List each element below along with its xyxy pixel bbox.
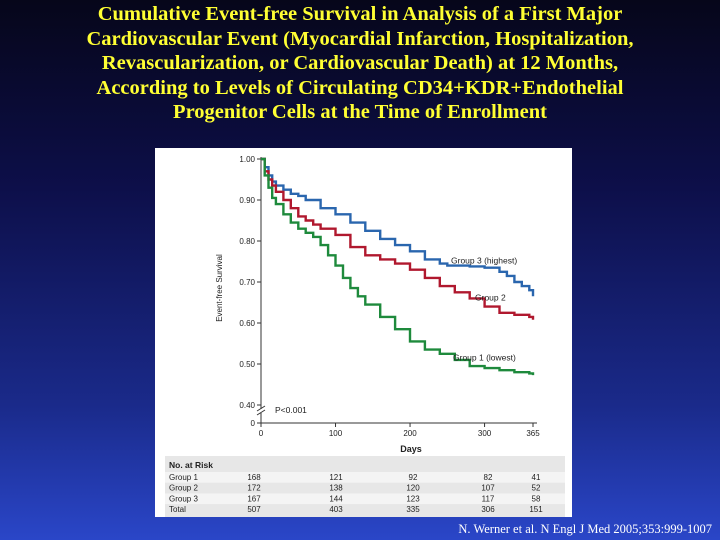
y-tick-label: 0.80 (239, 237, 255, 246)
x-tick-label: 0 (259, 429, 264, 438)
title-line: Revascularization, or Cardiovascular Dea… (101, 52, 619, 75)
title-line: Cumulative Event-free Survival in Analys… (97, 3, 623, 25)
curve-labels: Group 3 (highest) Group 2 Group 1 (lowest) (451, 256, 517, 363)
risk-row-band (165, 493, 565, 505)
curve-group-1 (261, 157, 535, 376)
risk-cell: 403 (329, 505, 343, 514)
chart-axes: 1.00 0.90 0.80 0.70 0.60 0.50 0.40 00 100 200 300 3… (239, 155, 540, 438)
series-label: Group 1 (lowest) (453, 353, 516, 363)
axis-break-mark (256, 405, 266, 412)
survival-figure: 1.00 0.90 0.80 0.70 0.60 0.50 0.40 0 0 100 200 300 3… (155, 148, 572, 517)
risk-cell: 107 (481, 484, 495, 493)
risk-cell: 151 (529, 505, 543, 514)
risk-cell: 172 (247, 484, 261, 493)
slide-title: Cumulative Event-free Survival in Analys… (10, 2, 710, 125)
x-axis-title: Days (400, 444, 422, 454)
risk-cell: 167 (247, 494, 261, 503)
kaplan-meier-chart: 1.00 0.90 0.80 0.70 0.60 0.50 0.40 00 100 200 300 3… (165, 155, 565, 517)
survival-curves (261, 157, 535, 376)
risk-cell: 92 (409, 473, 418, 482)
risk-table-title: No. at Risk (169, 460, 213, 470)
risk-cell: 41 (532, 473, 541, 482)
x-tick-label: 300 (478, 429, 492, 438)
y-tick-label: 0 (251, 419, 256, 428)
risk-cell: 121 (329, 473, 343, 482)
citation: N. Werner et al. N Engl J Med 2005;353:9… (458, 522, 712, 536)
y-tick-label: 0.60 (239, 319, 255, 328)
x-tick-label: 100 (329, 429, 343, 438)
risk-cell: 168 (247, 473, 261, 482)
risk-cell: 507 (247, 505, 261, 514)
risk-row-label: Group 3 (169, 494, 198, 503)
y-tick-label: 1.00 (239, 155, 255, 164)
risk-row-label: Group 2 (169, 484, 198, 493)
risk-cell: 52 (532, 484, 541, 493)
title-line: Cardiovascular Event (Myocardial Infarct… (86, 27, 634, 50)
risk-row-band (165, 472, 565, 483)
risk-row-label: Group 1 (169, 473, 198, 482)
risk-cell: 82 (484, 473, 493, 482)
y-tick-label: 0.40 (239, 401, 255, 410)
risk-cell: 144 (329, 494, 343, 503)
y-tick-label: 0.70 (239, 278, 255, 287)
curve-group-3 (261, 157, 535, 297)
risk-cell: 306 (481, 505, 495, 514)
risk-row-label: Total (169, 505, 186, 514)
risk-table: No. at Risk Group 1 168 121 92 82 41 Group 2 172… (165, 460, 565, 514)
y-tick-label: 0.50 (239, 360, 255, 369)
x-tick-label: 200 (403, 429, 417, 438)
axis-break-mark (256, 409, 266, 416)
risk-cell: 335 (406, 505, 420, 514)
risk-table-background (165, 456, 565, 517)
title-line: Progenitor Cells at the Time of Enrollme… (173, 101, 547, 124)
risk-cell: 117 (482, 494, 495, 503)
title-line: According to Levels of Circulating CD34+… (96, 76, 624, 99)
risk-cell: 58 (532, 494, 541, 503)
y-tick-label: 0.90 (239, 196, 255, 205)
y-axis-title: Event-free Survival (215, 254, 224, 322)
risk-cell: 123 (406, 494, 420, 503)
series-label: Group 3 (highest) (451, 256, 517, 266)
curve-group-2 (261, 157, 535, 320)
risk-cell: 138 (329, 484, 343, 493)
x-tick-label: 365 (526, 429, 540, 438)
series-label: Group 2 (475, 292, 506, 302)
risk-cell: 120 (406, 484, 420, 493)
p-value-annotation: P<0.001 (275, 405, 307, 415)
